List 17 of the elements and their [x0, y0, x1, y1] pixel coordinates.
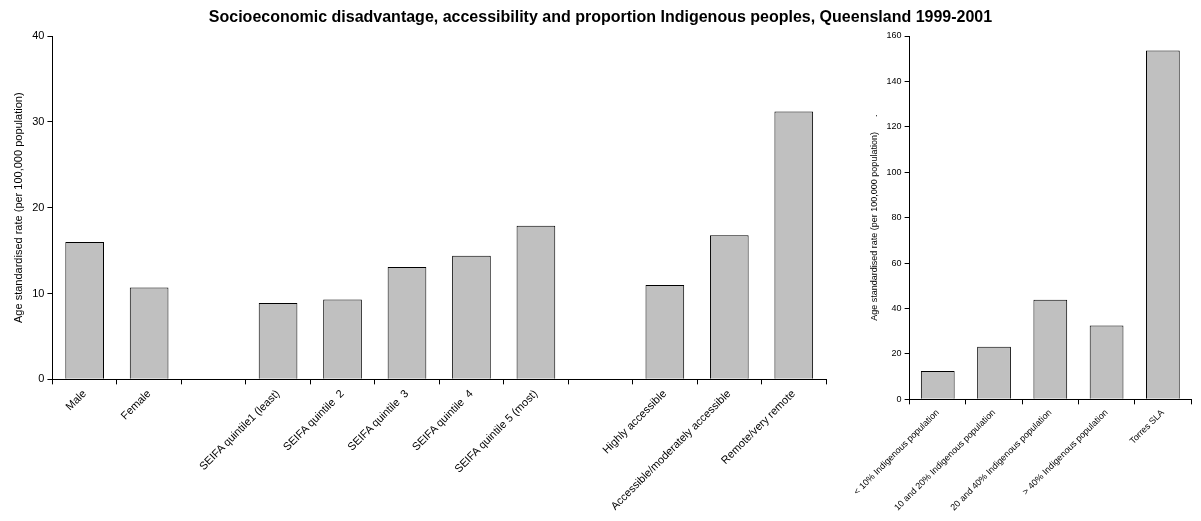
y-tick-label: 0 — [38, 372, 45, 385]
y-tick-label: 40 — [891, 302, 902, 313]
chart-title: Socioeconomic disadvantage, accessibility and proportion Indigenous peoples, Queensland 1999-2001 — [207, 8, 994, 26]
y-tick-label: 30 — [32, 114, 45, 127]
y-tick-label: 80 — [891, 212, 902, 223]
y-tick-label: 0 — [896, 393, 902, 404]
y-axis-title: Age standardised rate (per 100,000 population) — [11, 92, 24, 323]
y-tick-label: 100 — [886, 166, 902, 177]
y-tick-label: 160 — [886, 30, 902, 41]
y-tick-label: 120 — [886, 121, 902, 132]
y-tick-label: 60 — [891, 257, 902, 268]
y-tick-label: 10 — [32, 286, 45, 299]
y-tick-label: 40 — [32, 29, 45, 42]
y-tick-label: 140 — [886, 75, 902, 86]
y-tick-label: 20 — [891, 348, 902, 359]
y-axis-title: Age standardised rate (per 100,000 population) . — [868, 114, 879, 321]
y-tick-label: 20 — [32, 200, 45, 213]
